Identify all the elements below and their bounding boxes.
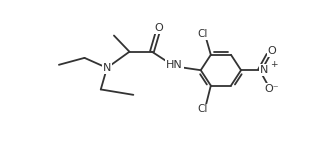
Text: O: O bbox=[268, 46, 276, 56]
Text: O⁻: O⁻ bbox=[265, 84, 279, 94]
Text: Cl: Cl bbox=[197, 29, 207, 39]
Text: O: O bbox=[154, 23, 163, 33]
Text: HN: HN bbox=[166, 60, 183, 70]
Text: N: N bbox=[103, 63, 111, 73]
Text: Cl: Cl bbox=[197, 104, 207, 114]
Text: N: N bbox=[260, 65, 268, 75]
Text: +: + bbox=[270, 60, 278, 69]
